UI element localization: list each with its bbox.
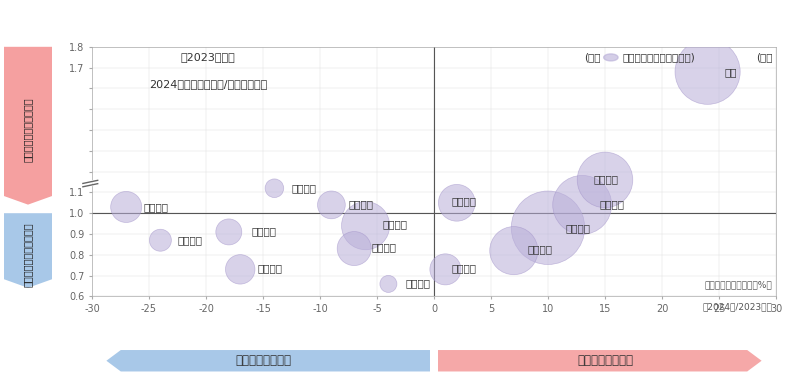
Text: (注：: (注： bbox=[585, 52, 601, 62]
Point bbox=[598, 177, 611, 183]
Text: 餐饮美食: 餐饮美食 bbox=[565, 223, 590, 233]
Point bbox=[268, 185, 281, 191]
Text: 平均支出减少的人数更多: 平均支出减少的人数更多 bbox=[23, 222, 33, 287]
Text: 平均支出金额增加: 平均支出金额增加 bbox=[577, 354, 633, 367]
Text: 美容美发: 美容美发 bbox=[349, 199, 374, 209]
Point bbox=[234, 266, 246, 273]
Text: (注：: (注： bbox=[756, 52, 773, 62]
Text: 交通出行: 交通出行 bbox=[371, 242, 396, 252]
Text: 日用百货: 日用百货 bbox=[382, 220, 408, 230]
Text: 医疗健康: 医疗健康 bbox=[451, 263, 476, 273]
Text: 教育培训: 教育培训 bbox=[251, 226, 277, 236]
Text: 母婴亲子: 母婴亲子 bbox=[406, 278, 430, 288]
Text: 爱车养车: 爱车养车 bbox=[178, 235, 202, 245]
Text: 服饰装扮: 服饰装扮 bbox=[258, 263, 282, 273]
Point bbox=[507, 248, 520, 254]
Text: 数码电器: 数码电器 bbox=[599, 199, 624, 209]
Text: 酒店旅游: 酒店旅游 bbox=[594, 174, 618, 184]
Text: 亲友代付: 亲友代付 bbox=[291, 183, 317, 193]
Text: 与2023年相比: 与2023年相比 bbox=[181, 52, 236, 62]
Point bbox=[154, 237, 166, 243]
Point bbox=[576, 202, 589, 208]
Point bbox=[382, 281, 395, 287]
Text: 2024年支出增加人数/支出减少人数: 2024年支出增加人数/支出减少人数 bbox=[149, 79, 267, 89]
Point bbox=[542, 225, 554, 231]
Text: 家居家装: 家居家装 bbox=[143, 202, 168, 212]
Text: 文化休闲: 文化休闲 bbox=[451, 196, 476, 206]
Point bbox=[325, 202, 338, 208]
Point bbox=[222, 229, 235, 235]
Point bbox=[120, 204, 133, 210]
Point bbox=[701, 69, 714, 75]
Text: 各品类支出金额变化（%）: 各品类支出金额变化（%） bbox=[705, 280, 773, 289]
Text: 平均支出增加的人数更多: 平均支出增加的人数更多 bbox=[23, 98, 33, 162]
Text: 住房物业: 住房物业 bbox=[527, 245, 553, 255]
Point bbox=[348, 245, 361, 252]
Text: 保险: 保险 bbox=[725, 67, 738, 77]
Point bbox=[450, 200, 463, 206]
Text: 平均支出金额减少: 平均支出金额减少 bbox=[235, 354, 291, 367]
Text: 气泡大小为平均支出金额): 气泡大小为平均支出金额) bbox=[623, 52, 696, 62]
Point bbox=[359, 223, 372, 229]
Point bbox=[439, 266, 452, 273]
Text: （2024年/2023年）: （2024年/2023年） bbox=[702, 302, 773, 311]
